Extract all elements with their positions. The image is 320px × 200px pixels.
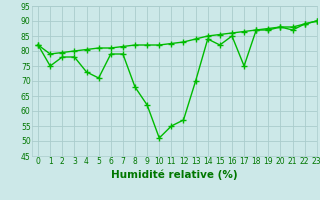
X-axis label: Humidité relative (%): Humidité relative (%) — [111, 169, 238, 180]
